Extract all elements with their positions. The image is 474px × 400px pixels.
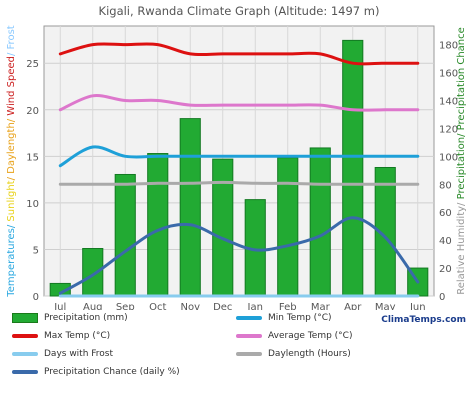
legend-label: Min Temp (°C) <box>268 313 332 323</box>
legend-item: Average Temp (°C) <box>236 329 352 343</box>
axis-label-part: Temperatures <box>6 228 17 298</box>
axis-label-part: / Frost <box>6 25 17 56</box>
right-axis-ticks: 0 20 40 60 80 100 120 140 160 180 <box>439 41 458 303</box>
precipitation-bar <box>114 173 136 297</box>
right-tick-label: 40 <box>439 236 452 247</box>
legend-swatch <box>12 334 38 338</box>
left-tick-label: 5 <box>33 245 39 256</box>
min-temp-c-line <box>58 145 420 168</box>
right-tick-label: 160 <box>439 69 458 80</box>
legend-swatch <box>12 370 38 374</box>
x-axis-ticks: Jul Aug Sep Oct Nov Dec Jan Feb Mar Apr May Jun <box>53 302 426 313</box>
x-tick-label: Jun <box>409 302 426 310</box>
axis-label-part: / <box>456 199 467 206</box>
x-tick-label: Sep <box>116 302 135 310</box>
right-tick-label: 80 <box>439 180 452 191</box>
x-tick-label: Feb <box>279 302 297 310</box>
x-tick-label: Jul <box>53 302 66 310</box>
average-temp-c-line <box>58 94 420 112</box>
legend-item: Daylength (Hours) <box>236 347 351 361</box>
axis-label-part: Relative Humidity <box>456 206 467 295</box>
legend-item: Max Temp (°C) <box>12 329 110 343</box>
legend-swatch <box>12 313 38 323</box>
axis-label-part: / <box>6 222 17 229</box>
axis-label-part: Wind Speed <box>6 56 17 116</box>
daylength-hours-line <box>58 180 420 186</box>
right-tick-label: 20 <box>439 264 452 275</box>
brand-watermark: ClimaTemps.com <box>381 315 466 325</box>
right-tick-label: 140 <box>439 96 458 107</box>
x-tick-label: Mar <box>311 302 331 310</box>
legend-item: Precipitation Chance (daily %) <box>12 365 180 379</box>
x-tick-label: Dec <box>213 302 232 310</box>
precipitation-bar <box>309 147 331 297</box>
lines <box>58 42 420 298</box>
legend-swatch <box>12 352 38 356</box>
right-tick-label: 60 <box>439 208 452 219</box>
left-axis-ticks: 0 5 10 15 20 25 <box>26 59 39 303</box>
left-tick-label: 15 <box>26 152 39 163</box>
precipitation-bar <box>277 157 299 297</box>
x-tick-label: Aug <box>83 302 103 310</box>
right-tick-label: 180 <box>439 41 458 52</box>
legend-label: Precipitation Chance (daily %) <box>44 367 180 377</box>
legend-label: Average Temp (°C) <box>268 331 353 341</box>
right-axis-label: Relative Humidity/ Precipitation/ Precip… <box>456 27 467 295</box>
left-tick-label: 10 <box>26 199 39 210</box>
axis-label-part: / Precipitation Chance <box>456 27 467 137</box>
legend-item: Min Temp (°C) <box>236 311 331 325</box>
legend-item: Days with Frost <box>12 347 113 361</box>
left-tick-label: 25 <box>26 59 39 70</box>
legend-swatch <box>236 334 262 338</box>
left-tick-label: 20 <box>26 106 39 117</box>
x-tick-label: Nov <box>180 302 200 310</box>
chart-svg: 0 5 10 15 20 25 0 20 40 60 80 100 120 140 160 180 Jul A… <box>6 4 467 313</box>
precipitation-bar <box>179 118 201 297</box>
legend-swatch <box>236 352 262 356</box>
precipitation-bar <box>342 39 364 297</box>
axis-label-part: Sunlight <box>6 180 17 221</box>
legend-label: Precipitation (mm) <box>44 313 128 323</box>
plot-area <box>43 25 435 297</box>
legend-item: Precipitation (mm) <box>12 311 128 325</box>
left-tick-label: 0 <box>33 292 39 303</box>
precipitation-bar <box>147 153 169 297</box>
precipitation-bar <box>82 248 104 297</box>
precipitation-chance-daily-line <box>58 216 420 295</box>
max-temp-c-line <box>58 42 420 66</box>
axis-label-part: / Daylength/ <box>6 116 17 181</box>
right-tick-label: 0 <box>439 292 445 303</box>
precipitation-bar <box>212 158 234 297</box>
left-axis-label: Temperatures/ Sunlight/ Daylength/ Wind … <box>6 25 17 297</box>
right-tick-label: 100 <box>439 152 458 163</box>
x-tick-label: Jan <box>247 302 263 310</box>
legend-label: Max Temp (°C) <box>44 331 111 341</box>
legend-swatch <box>236 316 262 320</box>
x-tick-label: Oct <box>149 302 166 310</box>
right-tick-label: 120 <box>439 124 458 135</box>
chart-title: Kigali, Rwanda Climate Graph (Altitude: … <box>99 4 380 18</box>
legend-label: Days with Frost <box>44 349 114 359</box>
axis-label-part: Precipitation <box>456 137 467 200</box>
legend-label: Daylength (Hours) <box>268 349 351 359</box>
x-tick-label: May <box>375 302 396 310</box>
x-tick-label: Apr <box>344 302 362 310</box>
